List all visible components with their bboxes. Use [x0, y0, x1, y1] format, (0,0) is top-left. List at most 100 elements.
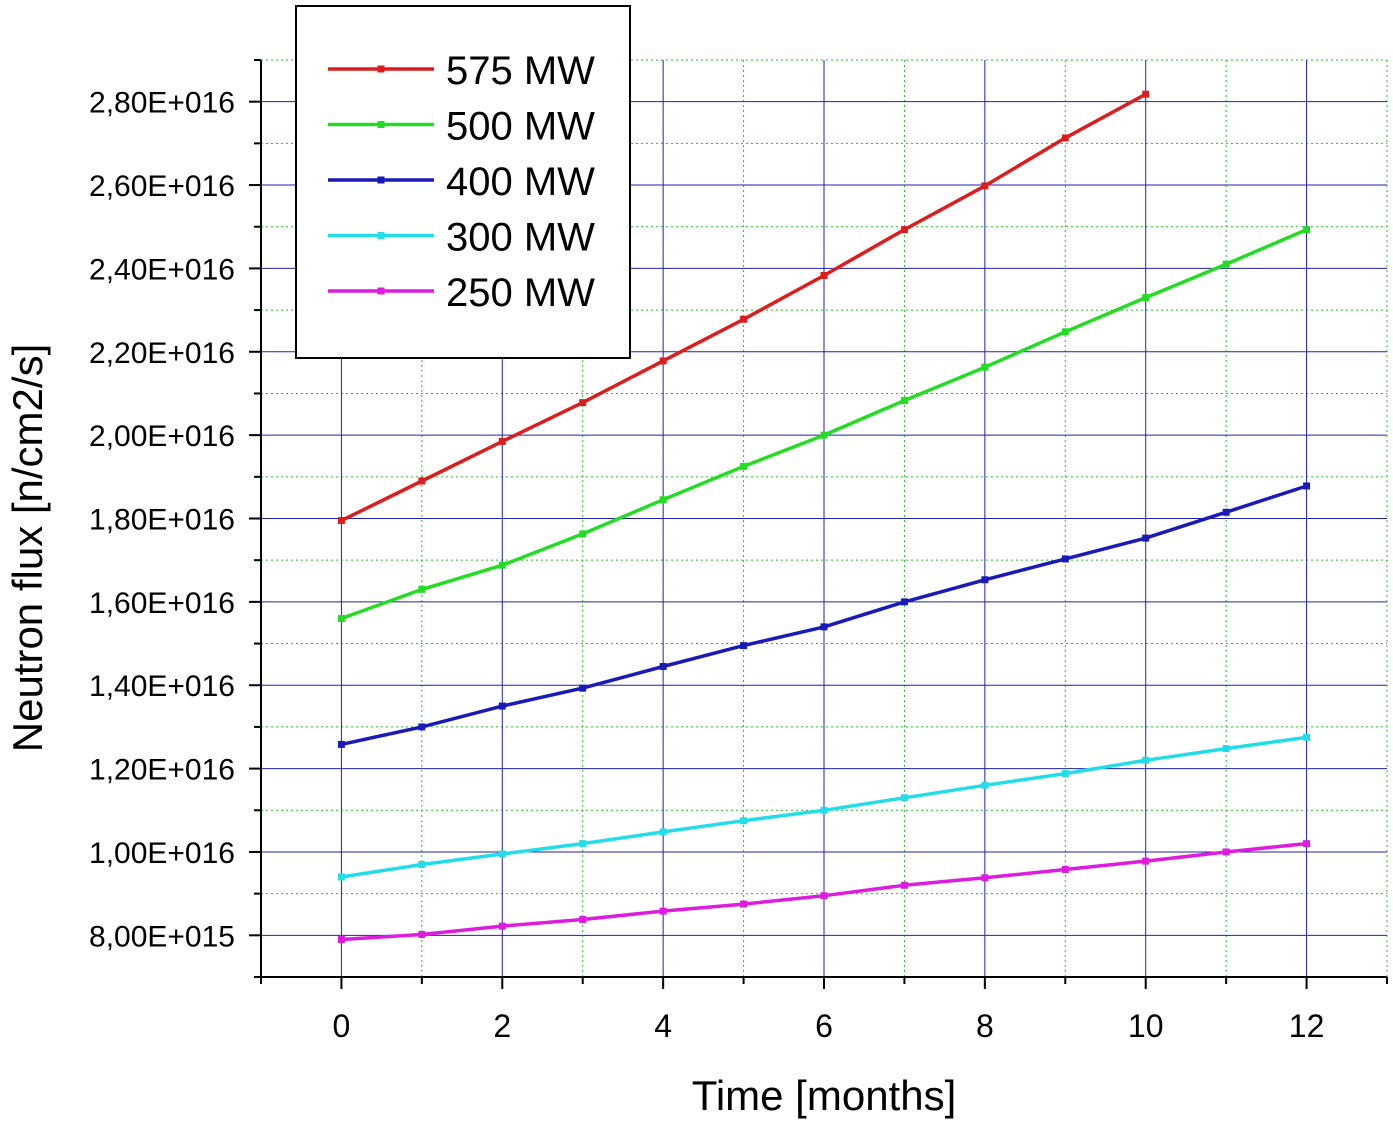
data-point [337, 740, 345, 748]
data-point [900, 881, 908, 889]
x-tick-label: 8 [976, 1008, 994, 1044]
data-point [498, 850, 506, 858]
data-point [820, 806, 828, 814]
data-point [981, 576, 989, 584]
data-point [1303, 226, 1311, 234]
legend-marker [377, 65, 385, 73]
legend-item: 575 MW [328, 49, 595, 93]
data-point [579, 684, 587, 692]
legend-item: 500 MW [328, 105, 595, 149]
data-point [981, 781, 989, 789]
x-tick-label: 10 [1128, 1008, 1164, 1044]
data-point [659, 662, 667, 670]
data-point [1142, 90, 1150, 98]
data-point [337, 517, 345, 525]
data-point [900, 598, 908, 606]
data-point [498, 561, 506, 569]
data-point [337, 935, 345, 943]
y-tick-label: 8,00E+015 [89, 920, 235, 953]
data-point [900, 397, 908, 405]
data-point [1061, 770, 1069, 778]
data-point [418, 930, 426, 938]
y-tick-label: 2,40E+016 [89, 253, 235, 286]
legend-label: 300 MW [446, 216, 595, 260]
y-tick-label: 2,00E+016 [89, 420, 235, 453]
y-tick-label: 2,80E+016 [89, 87, 235, 120]
data-point [981, 182, 989, 190]
data-point [659, 828, 667, 836]
legend-box [295, 5, 631, 359]
data-point [820, 623, 828, 631]
y-tick-label: 2,60E+016 [89, 170, 235, 203]
data-point [659, 907, 667, 915]
data-point [1222, 508, 1230, 516]
data-point [1222, 848, 1230, 856]
series-2 [337, 482, 1311, 748]
x-tick-label: 2 [493, 1008, 511, 1044]
data-point [1222, 745, 1230, 753]
data-point [740, 315, 748, 323]
series-layer [337, 90, 1311, 943]
x-tick-label: 0 [333, 1008, 351, 1044]
data-point [1303, 840, 1311, 848]
data-point [579, 840, 587, 848]
legend-marker [377, 287, 385, 295]
data-point [820, 431, 828, 439]
data-point [1061, 328, 1069, 336]
data-point [740, 462, 748, 470]
y-tick-label: 1,80E+016 [89, 504, 235, 537]
legend-label: 575 MW [446, 49, 595, 93]
data-point [1142, 857, 1150, 865]
series-4 [337, 840, 1311, 943]
data-point [498, 437, 506, 445]
data-point [1061, 555, 1069, 563]
x-tick-label: 6 [815, 1008, 833, 1044]
data-point [337, 615, 345, 623]
y-axis-title: Neutron flux [n/cm2/s] [4, 344, 51, 753]
legend-label: 250 MW [446, 271, 595, 315]
legend-marker [377, 121, 385, 128]
legend-item: 300 MW [328, 216, 595, 260]
data-point [498, 702, 506, 710]
data-point [579, 915, 587, 923]
data-point [418, 723, 426, 731]
data-point [1142, 294, 1150, 302]
data-point [740, 642, 748, 650]
legend-marker [377, 176, 385, 184]
data-point [820, 892, 828, 900]
series-3 [337, 733, 1311, 881]
data-point [579, 530, 587, 538]
data-point [981, 363, 989, 371]
series-1 [337, 226, 1311, 623]
data-point [740, 817, 748, 825]
legend-label: 500 MW [446, 105, 595, 149]
data-point [418, 477, 426, 485]
data-point [900, 226, 908, 234]
y-tick-label: 1,00E+016 [89, 837, 235, 870]
x-tick-label: 4 [654, 1008, 672, 1044]
data-point [981, 874, 989, 882]
legend-item: 400 MW [328, 160, 595, 204]
data-point [1303, 482, 1311, 490]
data-point [1142, 756, 1150, 764]
data-point [418, 860, 426, 868]
legend-marker [377, 232, 385, 239]
data-point [418, 585, 426, 593]
data-point [820, 271, 828, 279]
data-point [337, 873, 345, 881]
y-tick-label: 1,20E+016 [89, 754, 235, 787]
axes: 0 2 4 6 8 10 12 8,00E+015 1,00E+016 1,20E+016 1,40… [89, 59, 1388, 1044]
data-point [1061, 865, 1069, 873]
legend-item: 250 MW [328, 271, 595, 315]
data-point [498, 922, 506, 930]
x-axis-title: Time [months] [692, 1072, 957, 1119]
y-tick-label: 2,20E+016 [89, 337, 235, 370]
x-tick-label: 12 [1289, 1008, 1325, 1044]
data-point [1061, 134, 1069, 142]
legend: 575 MW 500 MW 400 MW 300 MW 250 MW [295, 5, 631, 359]
data-point [900, 794, 908, 802]
data-point [1142, 534, 1150, 542]
legend-label: 400 MW [446, 160, 595, 204]
